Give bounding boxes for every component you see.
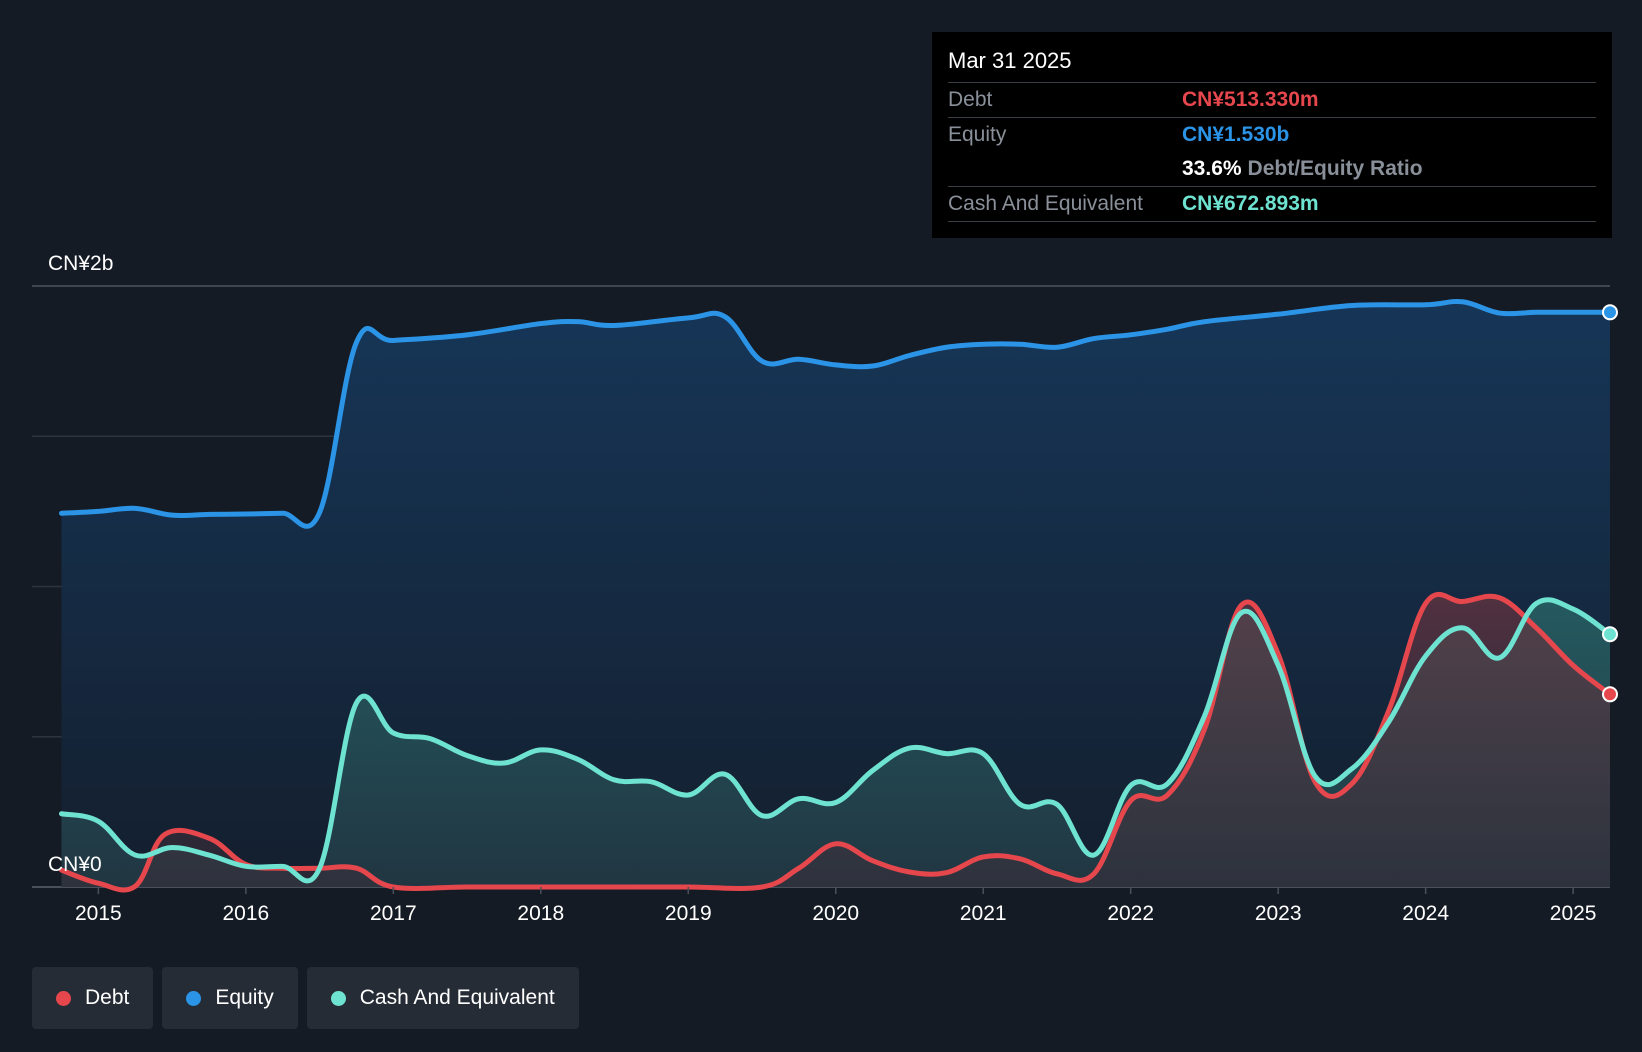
x-tick-label: 2021	[960, 902, 1007, 925]
tooltip-cash-value: CN¥672.893m	[1182, 192, 1319, 215]
x-tick-label: 2024	[1402, 902, 1449, 925]
debt-dot-icon	[56, 990, 71, 1006]
tooltip-debt-value: CN¥513.330m	[1182, 88, 1319, 111]
tooltip-row-debt: Debt CN¥513.330m	[948, 82, 1596, 117]
tooltip-row-equity: Equity CN¥1.530b	[948, 117, 1596, 152]
x-axis: 2015 2016 2017 2018 2019 2020 2021 2022 2023 2024…	[75, 887, 1596, 925]
legend-item-equity[interactable]: Equity	[162, 967, 298, 1029]
y-axis-labels: CN¥2b CN¥0	[48, 252, 113, 876]
tooltip-date: Mar 31 2025	[948, 48, 1072, 73]
equity-end-point	[1602, 304, 1618, 321]
x-tick-label: 2022	[1107, 902, 1154, 925]
legend-label-equity: Equity	[215, 986, 274, 1009]
tooltip-debt-label: Debt	[948, 88, 993, 111]
equity-dot-icon	[186, 990, 202, 1006]
cash-dot-icon	[330, 990, 346, 1006]
tooltip-equity-label: Equity	[948, 123, 1007, 146]
x-tick-label: 2019	[665, 902, 712, 925]
legend-item-cash[interactable]: Cash And Equivalent	[306, 967, 579, 1029]
x-tick-label: 2025	[1550, 902, 1597, 925]
debt-line	[58, 591, 1613, 893]
tooltip-ratio-value: 33.6%	[1182, 157, 1242, 180]
cash-line	[58, 597, 1613, 884]
legend-item-debt[interactable]: Debt	[32, 967, 154, 1029]
x-tick-label: 2016	[222, 902, 269, 925]
tooltip-ratio-label: Debt/Equity Ratio	[1247, 157, 1423, 180]
y-zero-label: CN¥0	[48, 853, 102, 876]
legend-label-cash: Cash And Equivalent	[359, 986, 555, 1009]
x-tick-label: 2023	[1255, 902, 1302, 925]
x-tick-label: 2020	[812, 902, 859, 925]
tooltip: Mar 31 2025 Debt CN¥513.330m Equity CN¥1…	[932, 32, 1612, 238]
x-tick-label: 2017	[370, 902, 417, 925]
cash-end-point	[1602, 626, 1618, 643]
end-markers	[1602, 304, 1618, 703]
series-lines	[58, 298, 1613, 893]
legend-label-debt: Debt	[85, 986, 130, 1009]
tooltip-equity-value: CN¥1.530b	[1182, 123, 1290, 146]
equity-line	[58, 298, 1613, 529]
tooltip-row-ratio: 33.6% Debt/Equity Ratio	[948, 152, 1596, 186]
x-tick-label: 2015	[75, 902, 122, 925]
debt-end-point	[1602, 686, 1618, 703]
tooltip-cash-label: Cash And Equivalent	[948, 192, 1143, 215]
y-max-label: CN¥2b	[48, 252, 113, 275]
tooltip-row-cash: Cash And Equivalent CN¥672.893m	[948, 186, 1596, 222]
legend: Debt Equity Cash And Equivalent	[32, 967, 579, 1029]
x-tick-label: 2018	[517, 902, 564, 925]
